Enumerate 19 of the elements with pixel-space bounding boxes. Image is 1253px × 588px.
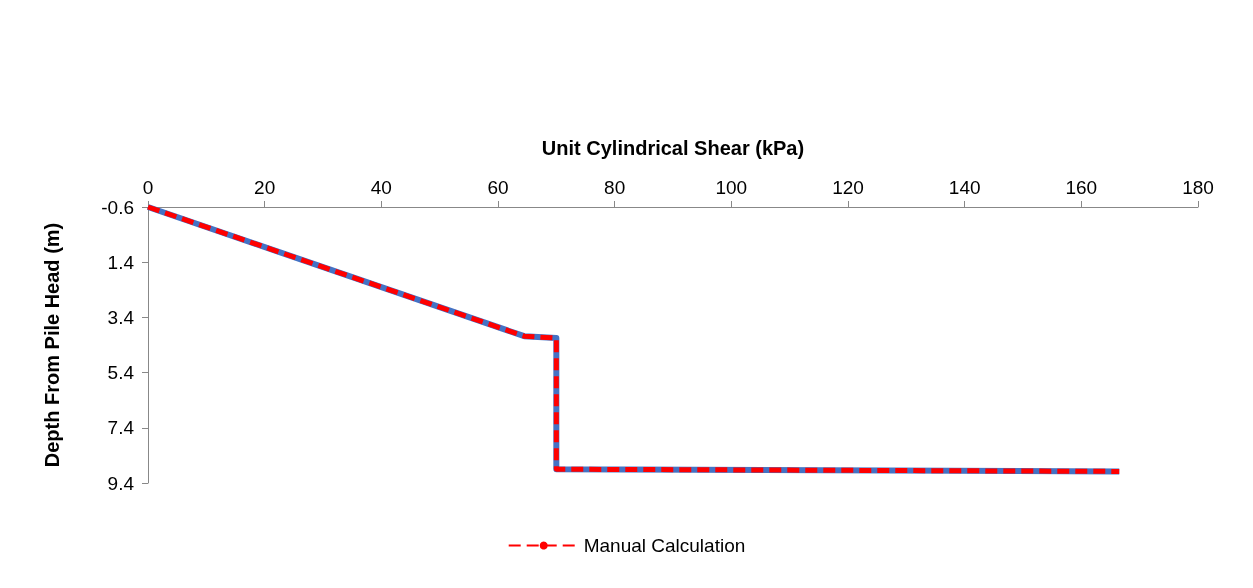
x-tick-label: 100 xyxy=(715,177,748,198)
x-tick-label: 20 xyxy=(254,177,276,198)
y-tick-label: 1.4 xyxy=(107,251,135,273)
y-tick-label: 9.4 xyxy=(107,472,135,494)
x-tick-label: 160 xyxy=(1065,177,1098,198)
y-tick-label: 3.4 xyxy=(107,306,135,328)
x-tick-label: 40 xyxy=(370,177,392,198)
y-tick-label: 5.4 xyxy=(107,362,135,384)
x-tick-label: 140 xyxy=(948,177,981,198)
legend-label: Manual Calculation xyxy=(583,535,746,556)
x-tick-label: 80 xyxy=(604,177,626,198)
x-tick-label: 60 xyxy=(487,177,509,198)
x-axis-title: Unit Cylindrical Shear (kPa) xyxy=(541,137,805,159)
y-tick-label: -0.6 xyxy=(101,196,134,218)
x-tick-label: 0 xyxy=(142,177,154,198)
y-axis-title: Depth From Pile Head (m) xyxy=(41,222,63,468)
x-tick-label: 120 xyxy=(832,177,864,198)
y-tick-label: 7.4 xyxy=(107,417,135,439)
x-tick-label: 180 xyxy=(1182,177,1214,198)
